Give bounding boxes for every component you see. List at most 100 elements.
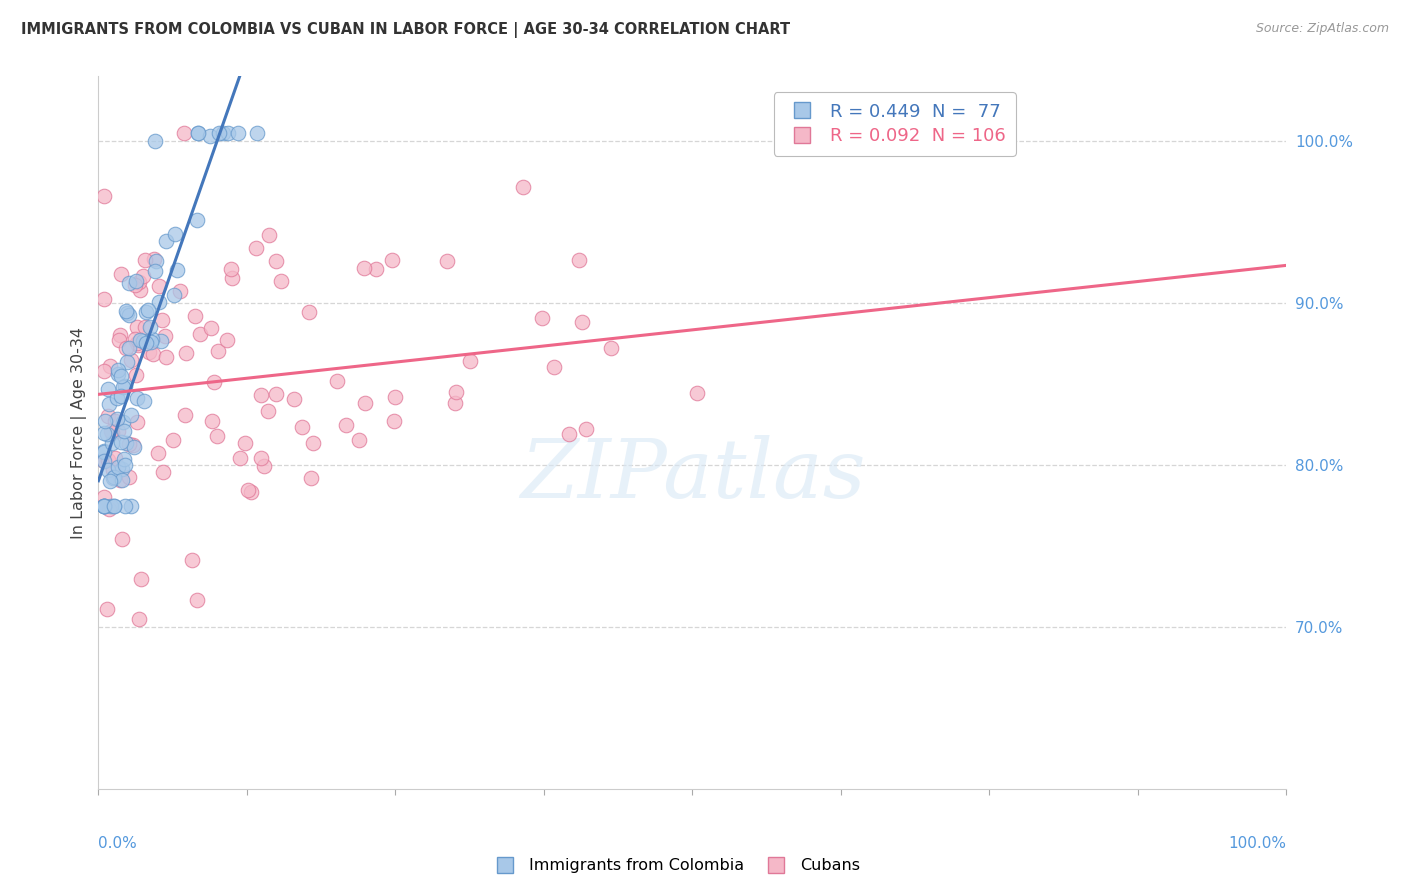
Point xyxy=(163,227,186,242)
Point xyxy=(105,412,128,426)
Point xyxy=(436,254,458,268)
Point xyxy=(326,374,349,388)
Point xyxy=(174,346,197,360)
Point xyxy=(122,438,145,452)
Point xyxy=(118,470,141,484)
Point xyxy=(444,385,467,400)
Point xyxy=(198,128,221,143)
Point xyxy=(143,252,166,266)
Text: IMMIGRANTS FROM COLOMBIA VS CUBAN IN LABOR FORCE | AGE 30-34 CORRELATION CHART: IMMIGRANTS FROM COLOMBIA VS CUBAN IN LAB… xyxy=(21,22,790,38)
Point xyxy=(110,434,132,449)
Point xyxy=(163,287,186,301)
Point xyxy=(93,499,115,513)
Point xyxy=(226,126,249,140)
Point xyxy=(115,305,138,319)
Point xyxy=(107,460,129,475)
Point xyxy=(117,437,139,451)
Point xyxy=(148,294,170,309)
Point xyxy=(531,311,554,326)
Point xyxy=(93,293,115,307)
Point xyxy=(110,473,132,487)
Point xyxy=(115,436,138,450)
Point xyxy=(110,368,132,383)
Point xyxy=(124,332,146,346)
Point xyxy=(134,252,156,267)
Point xyxy=(135,335,157,350)
Point xyxy=(132,269,155,284)
Point xyxy=(97,452,120,467)
Text: Source: ZipAtlas.com: Source: ZipAtlas.com xyxy=(1256,22,1389,36)
Point xyxy=(173,408,195,422)
Point xyxy=(236,483,259,497)
Point xyxy=(105,391,128,405)
Point xyxy=(250,450,273,465)
Point xyxy=(150,313,173,327)
Point xyxy=(93,453,115,467)
Text: 0.0%: 0.0% xyxy=(98,836,138,851)
Point xyxy=(249,388,271,402)
Point xyxy=(229,451,252,466)
Point xyxy=(169,284,191,298)
Point xyxy=(257,404,280,418)
Point xyxy=(136,303,159,318)
Point xyxy=(138,345,160,359)
Point xyxy=(108,328,131,343)
Point xyxy=(134,320,156,334)
Point xyxy=(125,274,148,288)
Point xyxy=(155,235,177,249)
Point xyxy=(100,425,122,440)
Point xyxy=(108,333,131,347)
Point xyxy=(353,261,375,276)
Point xyxy=(93,364,115,378)
Point xyxy=(128,612,150,626)
Point xyxy=(145,253,167,268)
Point xyxy=(112,416,135,430)
Point xyxy=(257,228,280,243)
Point xyxy=(212,126,235,140)
Point xyxy=(335,417,357,432)
Point xyxy=(93,499,115,513)
Point xyxy=(201,414,224,428)
Point xyxy=(127,338,149,352)
Point xyxy=(129,283,152,297)
Point xyxy=(252,459,274,474)
Point xyxy=(125,391,148,405)
Point xyxy=(382,414,405,428)
Point xyxy=(187,126,209,140)
Point xyxy=(188,327,211,342)
Point xyxy=(120,499,142,513)
Point xyxy=(97,409,120,423)
Point xyxy=(146,446,169,460)
Point xyxy=(118,309,141,323)
Point xyxy=(98,474,121,488)
Point xyxy=(110,267,132,281)
Point xyxy=(93,454,115,468)
Point xyxy=(685,385,707,400)
Point xyxy=(239,485,262,500)
Point xyxy=(233,435,256,450)
Point xyxy=(600,341,623,355)
Point xyxy=(112,424,135,438)
Point xyxy=(103,463,125,477)
Point xyxy=(93,444,115,458)
Point xyxy=(150,334,173,348)
Point xyxy=(111,462,134,476)
Point xyxy=(93,443,115,458)
Point xyxy=(103,499,125,513)
Point xyxy=(183,309,205,323)
Point xyxy=(104,450,127,465)
Point xyxy=(186,213,208,227)
Legend: Immigrants from Colombia, Cubans: Immigrants from Colombia, Cubans xyxy=(484,852,866,880)
Point xyxy=(208,126,231,140)
Point xyxy=(148,278,170,293)
Point xyxy=(124,277,146,292)
Point xyxy=(180,552,202,566)
Point xyxy=(107,425,129,439)
Point xyxy=(98,502,121,516)
Point xyxy=(139,320,162,334)
Point xyxy=(141,335,163,350)
Point xyxy=(107,367,129,381)
Point xyxy=(128,275,150,289)
Point xyxy=(291,419,314,434)
Point xyxy=(98,359,121,373)
